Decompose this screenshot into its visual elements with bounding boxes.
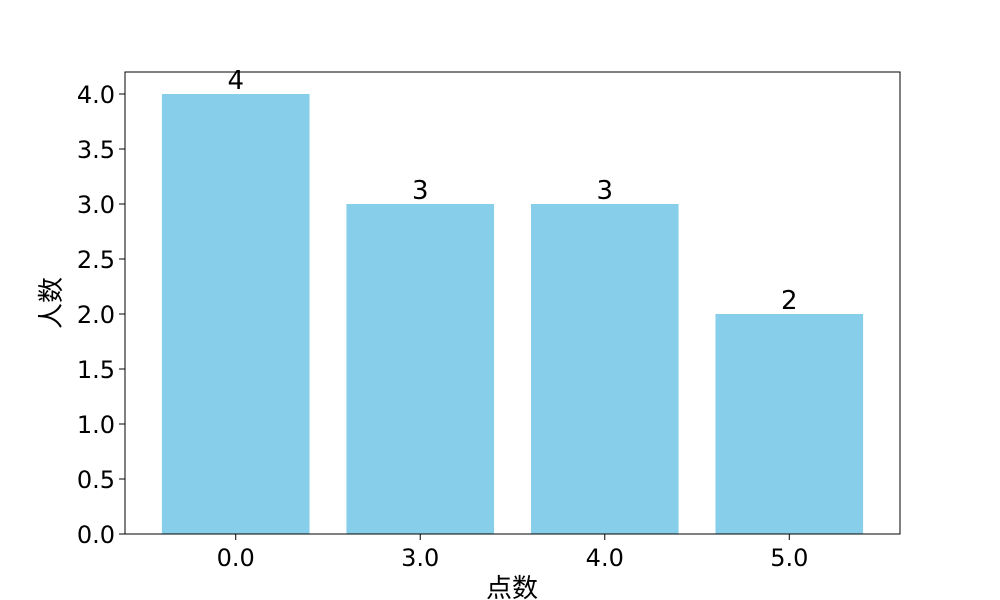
data-label-1: 3 bbox=[412, 176, 429, 206]
x-axis: 0.0 3.0 4.0 5.0 bbox=[217, 534, 808, 572]
x-axis-label: 点数 bbox=[486, 574, 538, 600]
y-axis-label: 人数 bbox=[37, 277, 67, 329]
y-tick-label-7: 3.5 bbox=[77, 136, 115, 164]
bar-2 bbox=[530, 204, 679, 534]
x-tick-label-3: 5.0 bbox=[770, 544, 808, 572]
y-tick-label-4: 2.0 bbox=[77, 301, 115, 329]
y-tick-label-1: 0.5 bbox=[77, 466, 115, 494]
y-tick-label-0: 0.0 bbox=[77, 521, 115, 549]
bar-3 bbox=[715, 314, 864, 534]
bars-layer bbox=[161, 94, 864, 534]
plot-frame bbox=[124, 71, 901, 535]
x-tick-label-1: 3.0 bbox=[401, 544, 439, 572]
data-labels-layer: 4 3 3 2 bbox=[227, 66, 797, 316]
bar-1 bbox=[346, 204, 495, 534]
data-label-3: 2 bbox=[781, 286, 798, 316]
y-tick-label-5: 2.5 bbox=[77, 246, 115, 274]
x-tick-label-2: 4.0 bbox=[586, 544, 624, 572]
data-label-2: 3 bbox=[596, 176, 613, 206]
x-tick-label-0: 0.0 bbox=[217, 544, 255, 572]
y-tick-label-8: 4.0 bbox=[77, 81, 115, 109]
data-label-0: 4 bbox=[227, 66, 244, 96]
y-tick-label-3: 1.5 bbox=[77, 356, 115, 384]
y-tick-label-6: 3.0 bbox=[77, 191, 115, 219]
y-tick-label-2: 1.0 bbox=[77, 411, 115, 439]
bar-0 bbox=[161, 94, 310, 534]
y-axis: 0.0 0.5 1.0 1.5 2.0 2.5 3.0 3.5 4.0 bbox=[77, 81, 125, 549]
